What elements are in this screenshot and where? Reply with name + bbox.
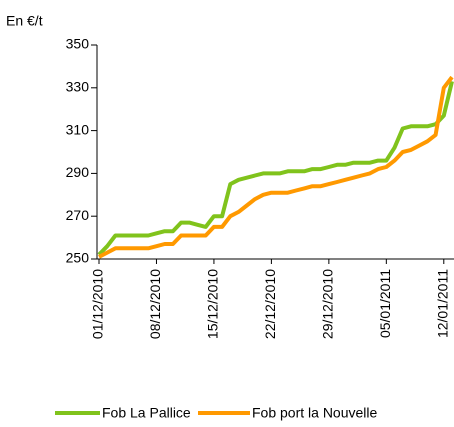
series-line: [97, 80, 454, 257]
x-tick-label: 05/01/2011: [377, 269, 393, 338]
x-tick-label: 22/12/2010: [262, 269, 278, 339]
y-tick-label: 270: [66, 207, 90, 223]
y-tick-label: 290: [66, 164, 90, 180]
y-tick-label: 310: [66, 121, 90, 137]
y-tick-label: 250: [66, 250, 90, 266]
y-tick-label: 330: [66, 79, 90, 95]
x-tick-label: 15/12/2010: [205, 269, 221, 339]
x-tick-label: 01/12/2010: [90, 269, 106, 339]
legend-label: Fob La Pallice: [102, 405, 191, 421]
y-tick-label: 350: [66, 36, 90, 52]
legend-label: Fob port la Nouvelle: [252, 405, 378, 421]
series-line: [98, 75, 454, 259]
y-axis-label: En €/t: [6, 13, 43, 29]
x-tick-label: 29/12/2010: [320, 269, 336, 339]
x-tick-label: 08/12/2010: [147, 269, 163, 339]
x-tick-label: 12/01/2011: [434, 269, 450, 338]
